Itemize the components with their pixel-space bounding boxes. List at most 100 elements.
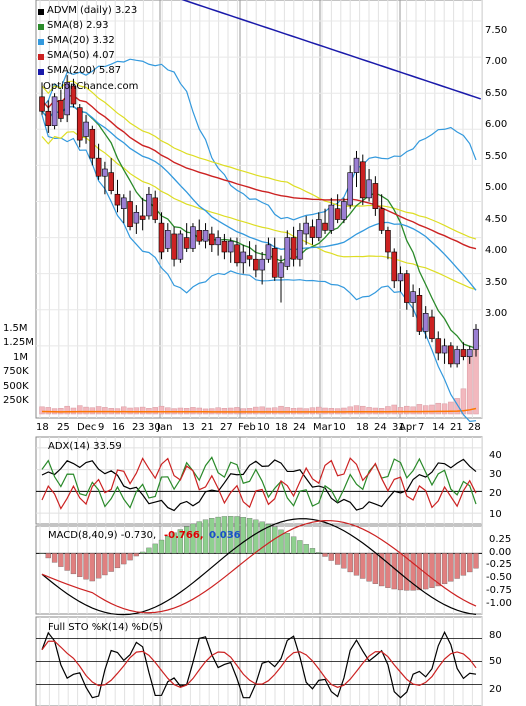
legend-swatch — [38, 69, 44, 75]
macd-histogram-bar — [190, 523, 196, 554]
macd-histogram-bar — [158, 539, 165, 554]
volume-bar — [64, 405, 70, 415]
macd-histogram-bar — [435, 553, 441, 587]
macd-histogram-bar — [366, 553, 372, 582]
macd-histogram-bar — [441, 553, 448, 585]
candle-body — [146, 193, 152, 217]
candle-body — [133, 212, 140, 224]
candle-body — [385, 230, 391, 253]
volume-bar — [139, 406, 146, 415]
macd-histogram-bar — [246, 518, 253, 554]
macd-histogram-bar — [202, 519, 209, 554]
volume-bar — [422, 405, 429, 415]
band-upper-yellow — [41, 80, 477, 240]
volume-bar — [76, 405, 83, 415]
candle-body — [221, 240, 228, 253]
candle-body — [58, 100, 64, 119]
macd-histogram-bar — [89, 553, 95, 582]
candle-body — [416, 295, 423, 332]
adx-panel-frame — [35, 436, 483, 525]
candle-body — [429, 316, 435, 339]
volume-bar — [227, 407, 234, 415]
candle-body — [303, 222, 309, 235]
sto-d-line — [41, 640, 477, 688]
adx-line — [41, 458, 477, 512]
volume-bar — [165, 407, 171, 415]
macd-histogram-bar — [64, 553, 70, 571]
sto-k-line — [41, 630, 477, 699]
candle-body — [114, 193, 121, 206]
candle-body — [51, 96, 58, 126]
candle-body — [309, 226, 316, 238]
macd-histogram-bar — [121, 553, 127, 565]
macd-histogram-bar — [416, 553, 423, 591]
volume-bar — [435, 402, 442, 415]
volume-bar — [158, 405, 165, 415]
candle-body — [171, 233, 177, 260]
candle-body — [297, 230, 303, 260]
volume-bar — [316, 406, 322, 415]
candle-body — [183, 237, 190, 249]
candle-body — [359, 161, 366, 199]
volume-bar — [397, 407, 404, 415]
volume-bar — [215, 407, 221, 415]
candle-body — [315, 219, 322, 238]
macd-histogram-bar — [328, 553, 334, 561]
candle-body — [246, 255, 253, 260]
volume-bar — [121, 406, 127, 415]
volume-bar — [416, 404, 423, 415]
candle-body — [177, 233, 184, 260]
macd-histogram-bar — [215, 516, 221, 554]
macd-histogram-bar — [77, 553, 83, 577]
candle-body — [353, 157, 360, 173]
macd-histogram-bar — [284, 533, 290, 554]
sma8-line — [41, 105, 477, 349]
volume-bar — [360, 405, 366, 415]
macd-histogram-bar — [171, 532, 177, 554]
macd-histogram-bar — [316, 552, 322, 554]
candle-body — [102, 168, 108, 177]
macd-histogram-bar — [360, 553, 366, 579]
legend-swatch — [38, 9, 44, 15]
candle-body — [76, 107, 83, 141]
candle-body — [334, 208, 341, 220]
candle-body — [108, 172, 114, 191]
macd-histogram-bar — [467, 553, 473, 573]
minus-di-line — [41, 457, 477, 510]
macd-histogram-bar — [385, 553, 391, 588]
volume-bar — [385, 406, 391, 415]
macd-histogram-bar — [290, 536, 297, 554]
volume-bar — [152, 407, 158, 415]
volume-bar — [366, 407, 372, 415]
macd-histogram-bar — [353, 553, 360, 576]
candle-body — [209, 233, 215, 246]
plus-di-line — [41, 456, 477, 509]
candle-body — [284, 237, 291, 267]
volume-bar — [102, 407, 108, 415]
candle-body — [328, 204, 335, 231]
volume-bar — [89, 407, 96, 415]
candle-body — [397, 273, 404, 282]
macd-histogram-bar — [379, 553, 385, 587]
macd-histogram-bar — [146, 547, 152, 554]
candle-body — [120, 197, 127, 209]
macd-histogram-bar — [133, 553, 139, 557]
candle-body — [190, 226, 196, 249]
candle-body — [341, 201, 347, 220]
candle-body — [347, 172, 354, 206]
candle-body — [265, 244, 272, 260]
candle-body — [466, 349, 473, 357]
macd-line — [41, 518, 477, 616]
macd-histogram-bar — [139, 551, 146, 554]
sma200-line — [181, 0, 482, 100]
macd-histogram-bar — [297, 540, 303, 554]
bollinger-lower — [41, 114, 477, 422]
macd-histogram-bar — [234, 516, 240, 554]
volume-bar — [95, 406, 102, 415]
macd-histogram-bar — [448, 553, 454, 582]
candle-body — [391, 251, 398, 282]
macd-histogram-bar — [196, 521, 202, 554]
macd-histogram-bar — [221, 516, 228, 554]
